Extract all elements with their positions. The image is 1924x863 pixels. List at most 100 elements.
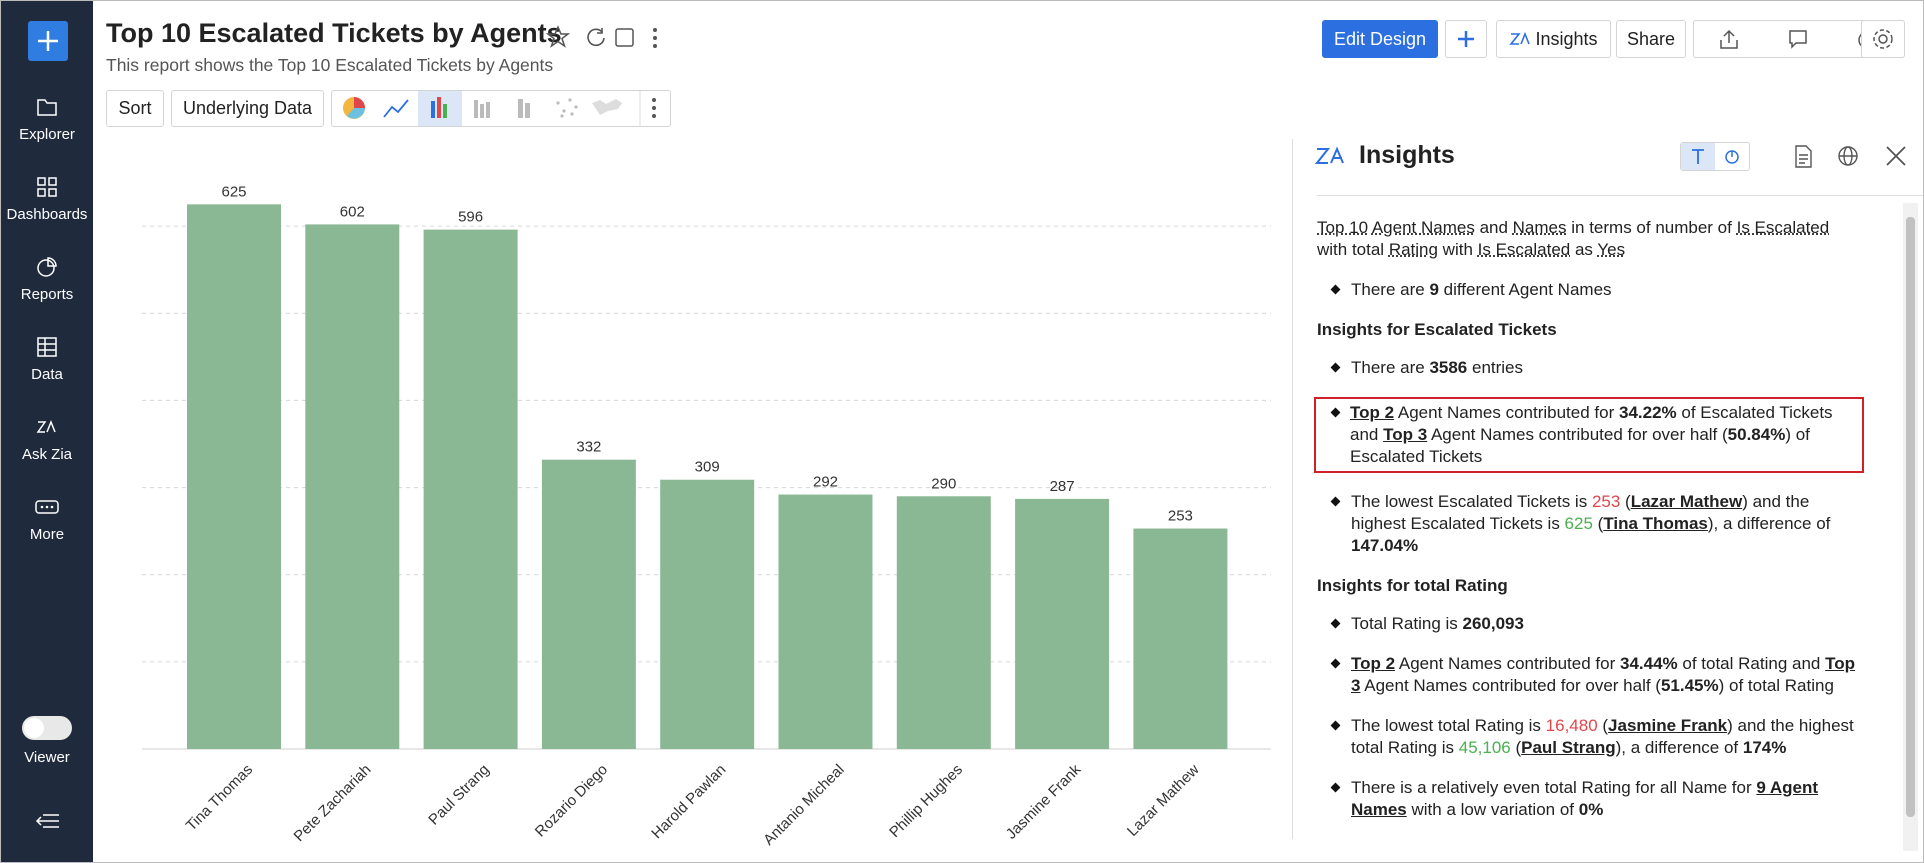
insight-text[interactable]: Yes (1597, 240, 1625, 259)
insight-text[interactable]: Names (1513, 218, 1567, 237)
bar (542, 460, 636, 749)
insight-text[interactable]: Top 3 (1383, 425, 1427, 444)
scatter-type[interactable] (556, 98, 577, 117)
insight-text: Insights for total Rating (1317, 576, 1508, 595)
insight-text[interactable]: Is Escalated (1737, 218, 1830, 237)
add-button[interactable] (1445, 20, 1487, 58)
create-button[interactable] (28, 21, 68, 61)
data-label: 332 (576, 439, 601, 456)
nav-label: Explorer (19, 126, 75, 143)
x-tick-label: Phillip Hughes (886, 761, 966, 841)
table-icon (35, 336, 59, 358)
x-tick-label: Harold Pawlan (648, 761, 729, 842)
bar (424, 230, 518, 749)
insights-body: Top 10 Agent Names and Names in terms of… (1317, 217, 1862, 839)
insight-bullet: There are 3586 entries (1317, 357, 1862, 379)
x-tick-label: Paul Strang (425, 761, 492, 828)
favorite-icon[interactable] (548, 27, 568, 46)
comment-icon[interactable] (1787, 28, 1809, 50)
report-subtitle: This report shows the Top 10 Escalated T… (106, 55, 553, 76)
insight-text: entries (1467, 358, 1523, 377)
insight-text[interactable]: Paul Strang (1521, 738, 1615, 757)
nav-label: Dashboards (7, 206, 88, 223)
data-label: 253 (1168, 508, 1193, 525)
map-type[interactable] (592, 99, 622, 115)
insight-text[interactable]: Is Escalated (1478, 240, 1571, 259)
line-type[interactable] (384, 100, 408, 117)
export-icon[interactable] (1718, 28, 1740, 50)
insights-title: Insights (1359, 141, 1455, 170)
insight-bullet: The lowest total Rating is 16,480 (Jasmi… (1317, 715, 1862, 759)
nav-data[interactable]: Data (1, 336, 93, 383)
insight-text: ( (1620, 492, 1630, 511)
sort-button[interactable]: Sort (106, 90, 164, 127)
collapse-icon[interactable] (35, 811, 61, 831)
insight-text[interactable]: Agent Names (1372, 218, 1475, 237)
bar (660, 480, 754, 749)
menu-dot[interactable] (653, 44, 657, 48)
insight-text[interactable]: Top 2 (1351, 654, 1395, 673)
close-icon[interactable] (1887, 147, 1905, 165)
panel-divider (1292, 139, 1293, 839)
nav-more[interactable]: More (1, 496, 93, 543)
bar-chart: 625Tina Thomas602Pete Zachariah596Paul S… (93, 136, 1288, 863)
document-icon[interactable] (1796, 146, 1811, 167)
menu-dot[interactable] (653, 28, 657, 32)
bar (187, 204, 281, 749)
insight-text: There is a relatively even total Rating … (1351, 778, 1756, 797)
insight-text[interactable]: Tina Thomas (1603, 514, 1708, 533)
nav-explorer[interactable]: Explorer (1, 96, 93, 143)
bar (305, 224, 399, 749)
scroll-thumb[interactable] (1906, 217, 1915, 817)
insight-text: different Agent Names (1439, 280, 1612, 299)
pie-type[interactable] (343, 97, 365, 119)
gear-icon (1871, 27, 1895, 51)
data-label: 309 (695, 459, 720, 476)
save-icon[interactable] (616, 29, 633, 46)
zia-icon (35, 416, 59, 438)
insight-text[interactable]: Lazar Mathew (1631, 492, 1742, 511)
insight-bullet: Total Rating is 260,093 (1317, 613, 1862, 635)
underlying-data-button[interactable]: Underlying Data (171, 90, 324, 127)
language-icon[interactable] (1839, 147, 1857, 165)
insights-button[interactable]: Insights (1496, 20, 1611, 58)
insight-text[interactable]: Rating (1389, 240, 1438, 259)
insight-para: Top 10 Agent Names and Names in terms of… (1317, 217, 1862, 261)
menu-dot[interactable] (653, 36, 657, 40)
bar (1015, 499, 1109, 749)
x-tick-label: Pete Zachariah (291, 761, 375, 845)
toggle-icons (1681, 143, 1749, 170)
share-button[interactable]: Share (1616, 20, 1686, 58)
insight-bullet: Top 2 Agent Names contributed for 34.44%… (1317, 653, 1862, 697)
area-type[interactable] (518, 99, 530, 118)
settings-button[interactable] (1861, 20, 1905, 58)
stacked-type[interactable] (474, 100, 490, 118)
more-types[interactable] (652, 98, 656, 118)
insight-text[interactable]: Jasmine Frank (1608, 716, 1727, 735)
insight-text: Agent Names contributed for over half ( (1360, 676, 1661, 695)
nav-dashboards[interactable]: Dashboards (1, 176, 93, 223)
insight-text: 174% (1743, 738, 1786, 757)
scrollbar[interactable] (1903, 203, 1918, 851)
insight-text[interactable]: Top 2 (1350, 403, 1394, 422)
insight-heading: Insights for Escalated Tickets (1317, 319, 1862, 341)
insight-text[interactable]: Top 10 (1317, 218, 1368, 237)
refresh-icon[interactable] (588, 28, 604, 45)
insight-text: 3586 (1429, 358, 1467, 377)
data-label: 596 (458, 209, 483, 226)
edit-design-button[interactable]: Edit Design (1322, 20, 1438, 58)
plus-icon (1456, 29, 1476, 49)
insight-text: 45,106 (1459, 738, 1511, 757)
viewer-toggle[interactable]: Viewer (1, 715, 93, 766)
insight-text: with a low variation of (1407, 800, 1579, 819)
insight-text: as (1570, 240, 1597, 259)
insight-text: 34.44% (1620, 654, 1678, 673)
chart-type-bar (331, 90, 671, 127)
x-tick-label: Lazar Mathew (1124, 761, 1203, 840)
nav-ask-zia[interactable]: Ask Zia (1, 416, 93, 463)
button-label: Sort (118, 98, 151, 119)
insight-bullet: The lowest Escalated Tickets is 253 (Laz… (1317, 491, 1862, 557)
insight-text: of total Rating and (1678, 654, 1825, 673)
nav-reports[interactable]: Reports (1, 256, 93, 303)
panel-actions (1791, 143, 1911, 171)
